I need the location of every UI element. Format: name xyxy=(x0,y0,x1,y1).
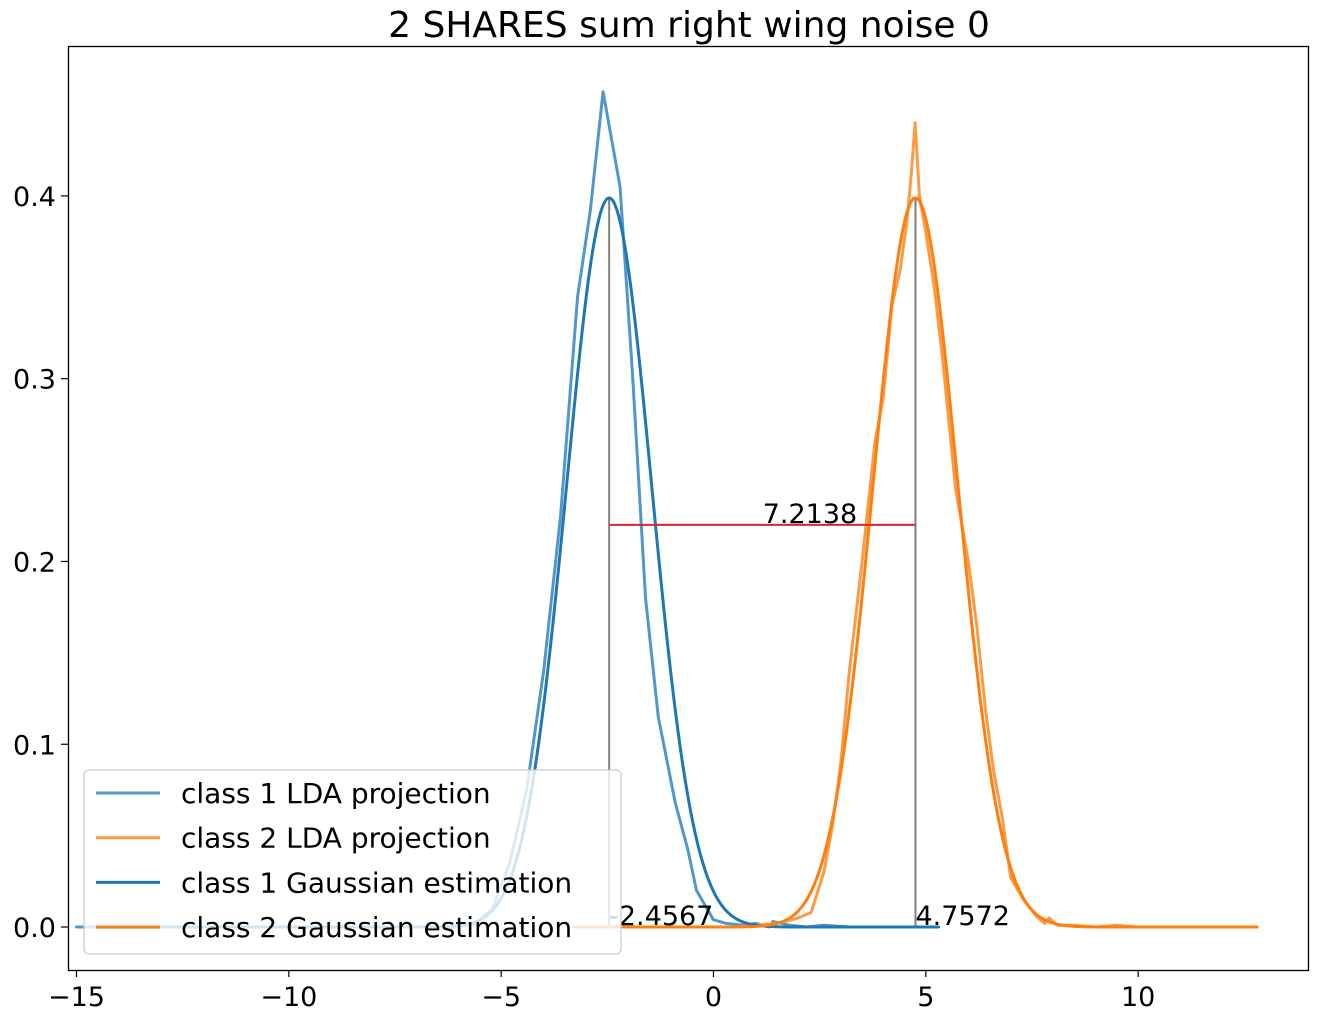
y-tick-label: 0.1 xyxy=(13,730,56,761)
axis-ticks: −15 −10 −5 0 5 10 0.0 0.1 0.2 0.3 0.4 xyxy=(13,182,1155,1013)
annotation-label: -2.4567 xyxy=(609,901,713,932)
x-tick-label: −10 xyxy=(260,982,317,1013)
x-tick-label: 10 xyxy=(1121,982,1155,1013)
x-tick-label: 5 xyxy=(917,982,934,1013)
legend-label: class 2 Gaussian estimation xyxy=(181,911,572,944)
x-tick-label: −15 xyxy=(48,982,105,1013)
y-tick-label: 0.3 xyxy=(13,365,56,396)
y-tick-label: 0.2 xyxy=(13,547,56,578)
x-tick-label: 0 xyxy=(705,982,722,1013)
y-tick-label: 0.4 xyxy=(13,182,56,213)
legend-label: class 1 LDA projection xyxy=(181,777,491,810)
axes-frame xyxy=(67,45,1310,972)
x-tick-label: −5 xyxy=(481,982,521,1013)
legend-label: class 1 Gaussian estimation xyxy=(181,866,572,899)
annotation-label: 7.2138 xyxy=(763,499,857,530)
legend: class 1 LDA projection class 2 LDA projec… xyxy=(83,769,622,955)
legend-box xyxy=(83,769,622,955)
legend-label: class 2 LDA projection xyxy=(181,822,491,855)
y-tick-label: 0.0 xyxy=(13,913,56,944)
chart-title: 2 SHARES sum right wing noise 0 xyxy=(388,5,990,46)
series-line-4 xyxy=(571,196,1259,929)
annotation-label: 4.7572 xyxy=(915,901,1009,932)
